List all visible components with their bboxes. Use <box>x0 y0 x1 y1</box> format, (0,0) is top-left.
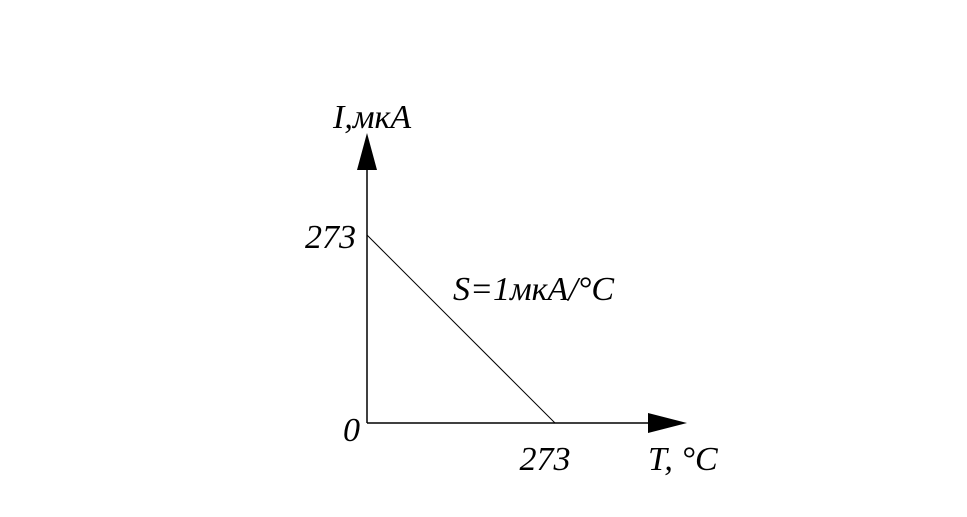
y-axis-label: I,мкА <box>332 99 411 136</box>
series-layer <box>366 234 556 424</box>
series-line-0 <box>366 234 556 424</box>
x-tick-label: 273 <box>520 441 571 478</box>
origin-label: 0 <box>343 412 360 449</box>
y-tick-label: 273 <box>305 219 356 256</box>
x-axis-arrow-icon <box>648 413 687 433</box>
slope-annotation: S=1мкА/°C <box>453 271 614 308</box>
y-axis-arrow-icon <box>357 133 377 170</box>
x-axis-label: T, °C <box>648 441 718 478</box>
